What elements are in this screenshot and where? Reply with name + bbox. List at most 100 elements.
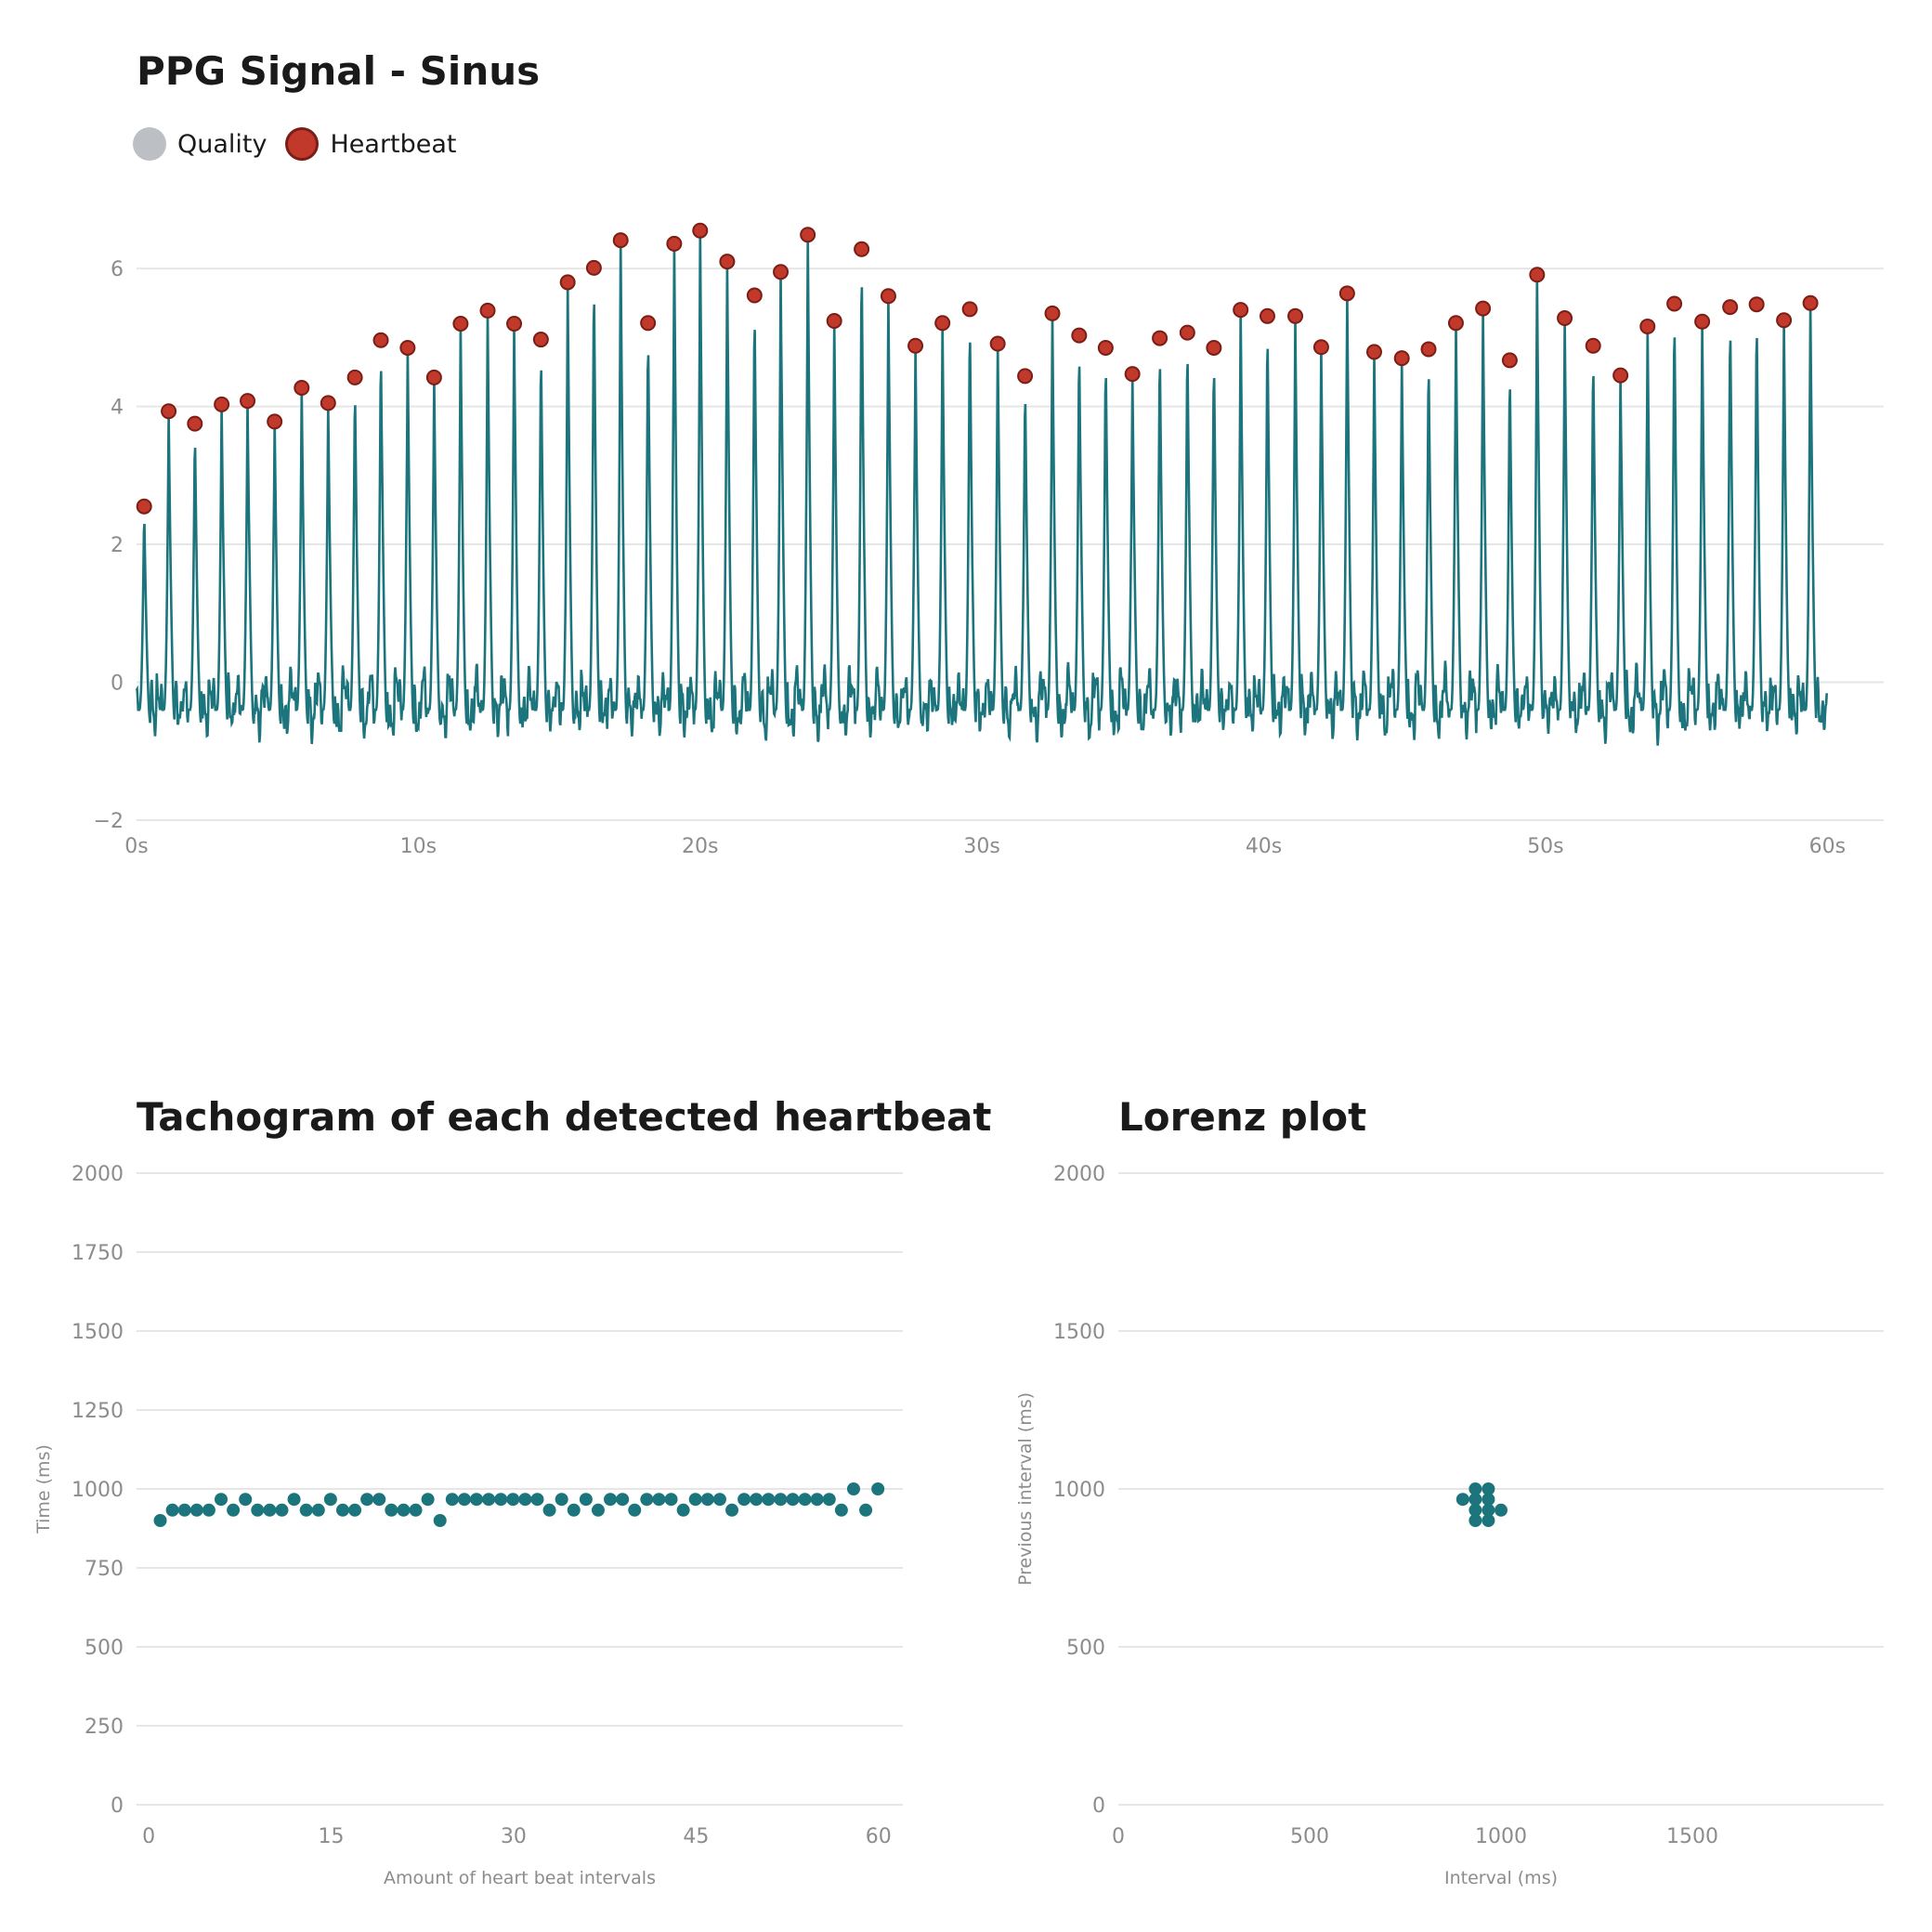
heartbeat-marker (692, 222, 709, 239)
tachogram-point (153, 1514, 167, 1527)
tachogram-point (762, 1493, 776, 1507)
legend-label-quality: Quality (177, 129, 268, 159)
tachogram-point (348, 1503, 362, 1517)
tachogram-y-tick-label: 2000 (72, 1163, 124, 1186)
lorenz-y-axis-label: Previous interval (ms) (1015, 1392, 1036, 1586)
heartbeat-marker (372, 332, 389, 348)
lorenz-point (1482, 1514, 1495, 1527)
ppg-legend: Quality Heartbeat (133, 127, 476, 161)
tachogram-point (263, 1503, 277, 1517)
heartbeat-marker (532, 332, 549, 348)
tachogram-point (385, 1503, 398, 1517)
heartbeat-marker (1748, 296, 1765, 313)
tachogram-x-tick-label: 30 (501, 1825, 527, 1848)
tachogram-point (518, 1493, 532, 1507)
tachogram-point (506, 1493, 520, 1507)
ppg-x-tick-label: 0s (124, 835, 148, 858)
tachogram-point (433, 1514, 447, 1527)
heartbeat-dot-icon (285, 127, 320, 161)
heartbeat-marker (1722, 299, 1739, 316)
tachogram-point (177, 1503, 191, 1517)
tachogram-point (215, 1493, 228, 1507)
heartbeat-marker (1287, 307, 1304, 324)
heartbeat-marker (1044, 305, 1061, 321)
ppg-x-tick-label: 20s (682, 835, 718, 858)
tachogram-point (542, 1503, 556, 1517)
ppg-x-tick-label: 50s (1527, 835, 1563, 858)
tachogram-point (786, 1493, 800, 1507)
tachogram-point (530, 1493, 544, 1507)
tachogram-x-axis-label: Amount of heart beat intervals (384, 1868, 656, 1888)
heartbeat-marker (1447, 315, 1464, 332)
tachogram-y-tick-label: 1250 (72, 1400, 124, 1423)
heartbeat-marker (1312, 339, 1329, 356)
tachogram-point (251, 1503, 265, 1517)
heartbeat-marker (1338, 285, 1355, 302)
heartbeat-marker (746, 287, 763, 304)
legend-item-heartbeat[interactable]: Heartbeat (285, 127, 457, 161)
lorenz-point (1469, 1514, 1482, 1527)
heartbeat-marker (719, 254, 736, 270)
heartbeat-marker (989, 335, 1006, 352)
tachogram-point (798, 1493, 812, 1507)
tachogram-point (555, 1493, 568, 1507)
heartbeat-marker (267, 413, 283, 430)
lorenz-point (1482, 1493, 1495, 1507)
heartbeat-marker (961, 301, 978, 318)
heartbeat-marker (1206, 339, 1222, 356)
tachogram-x-tick-label: 0 (142, 1825, 155, 1848)
heartbeat-marker (773, 264, 790, 281)
lorenz-point (1456, 1493, 1469, 1507)
heartbeat-marker (1694, 313, 1711, 330)
tachogram-point (299, 1503, 313, 1517)
tachogram-point (409, 1503, 423, 1517)
tachogram-point (494, 1493, 508, 1507)
lorenz-x-axis-label: Interval (ms) (1444, 1868, 1558, 1888)
lorenz-point (1469, 1482, 1482, 1495)
ppg-chart-title: PPG Signal - Sinus (137, 48, 541, 94)
heartbeat-marker (452, 315, 469, 332)
lorenz-y-tick-label: 1500 (1053, 1321, 1105, 1344)
heartbeat-marker (479, 302, 496, 319)
tachogram-point (360, 1493, 374, 1507)
heartbeat-marker (1152, 330, 1168, 346)
heartbeat-marker (1802, 294, 1819, 311)
tachogram-point (579, 1493, 593, 1507)
tachogram-chart: 0 250 500 750 1000 1250 1500 1750 2000 0 15 30 45 60 A… (33, 1163, 903, 1888)
lorenz-x-tick-label: 500 (1290, 1825, 1329, 1848)
heartbeat-marker (425, 369, 442, 385)
heartbeat-marker (346, 369, 363, 385)
tachogram-point (750, 1493, 764, 1507)
heartbeat-marker (1557, 310, 1573, 327)
tachogram-point (202, 1503, 215, 1517)
heartbeat-marker (826, 313, 842, 330)
tachogram-point (470, 1493, 484, 1507)
tachogram-point (275, 1503, 289, 1517)
tachogram-point (445, 1493, 459, 1507)
tachogram-point (189, 1503, 203, 1517)
heartbeat-marker (854, 241, 870, 257)
legend-label-heartbeat: Heartbeat (330, 129, 457, 159)
ppg-x-tick-label: 30s (963, 835, 999, 858)
tachogram-point (311, 1503, 325, 1517)
heartbeat-marker (640, 315, 657, 332)
heartbeat-marker (240, 393, 256, 410)
heartbeat-marker (136, 498, 152, 515)
tachogram-point (810, 1493, 824, 1507)
ppg-y-tick-label: 6 (111, 258, 124, 281)
heartbeat-marker (666, 235, 683, 252)
tachogram-point (421, 1493, 435, 1507)
tachogram-point (616, 1493, 630, 1507)
lorenz-y-tick-label: 0 (1092, 1795, 1105, 1818)
tachogram-point (676, 1503, 690, 1517)
tachogram-point (227, 1503, 241, 1517)
legend-item-quality[interactable]: Quality (133, 127, 267, 161)
tachogram-y-tick-label: 250 (85, 1716, 124, 1739)
lorenz-x-tick-label: 1000 (1475, 1825, 1527, 1848)
lorenz-x-tick-label: 1500 (1666, 1825, 1718, 1848)
heartbeat-marker (187, 415, 203, 432)
tachogram-x-tick-label: 15 (319, 1825, 345, 1848)
tachogram-point (774, 1493, 788, 1507)
ppg-x-tick-label: 10s (400, 835, 437, 858)
